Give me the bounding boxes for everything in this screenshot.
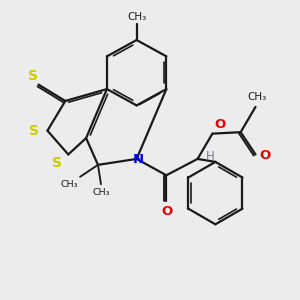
Text: S: S	[52, 156, 62, 170]
Text: N: N	[133, 153, 144, 166]
Text: S: S	[29, 124, 39, 138]
Text: CH₃: CH₃	[127, 12, 146, 22]
Text: O: O	[259, 149, 270, 162]
Text: CH₃: CH₃	[248, 92, 267, 102]
Text: S: S	[28, 69, 38, 83]
Text: H: H	[206, 150, 214, 163]
Text: CH₃: CH₃	[92, 188, 110, 197]
Text: O: O	[215, 118, 226, 131]
Text: CH₃: CH₃	[60, 180, 78, 189]
Text: O: O	[161, 205, 172, 218]
